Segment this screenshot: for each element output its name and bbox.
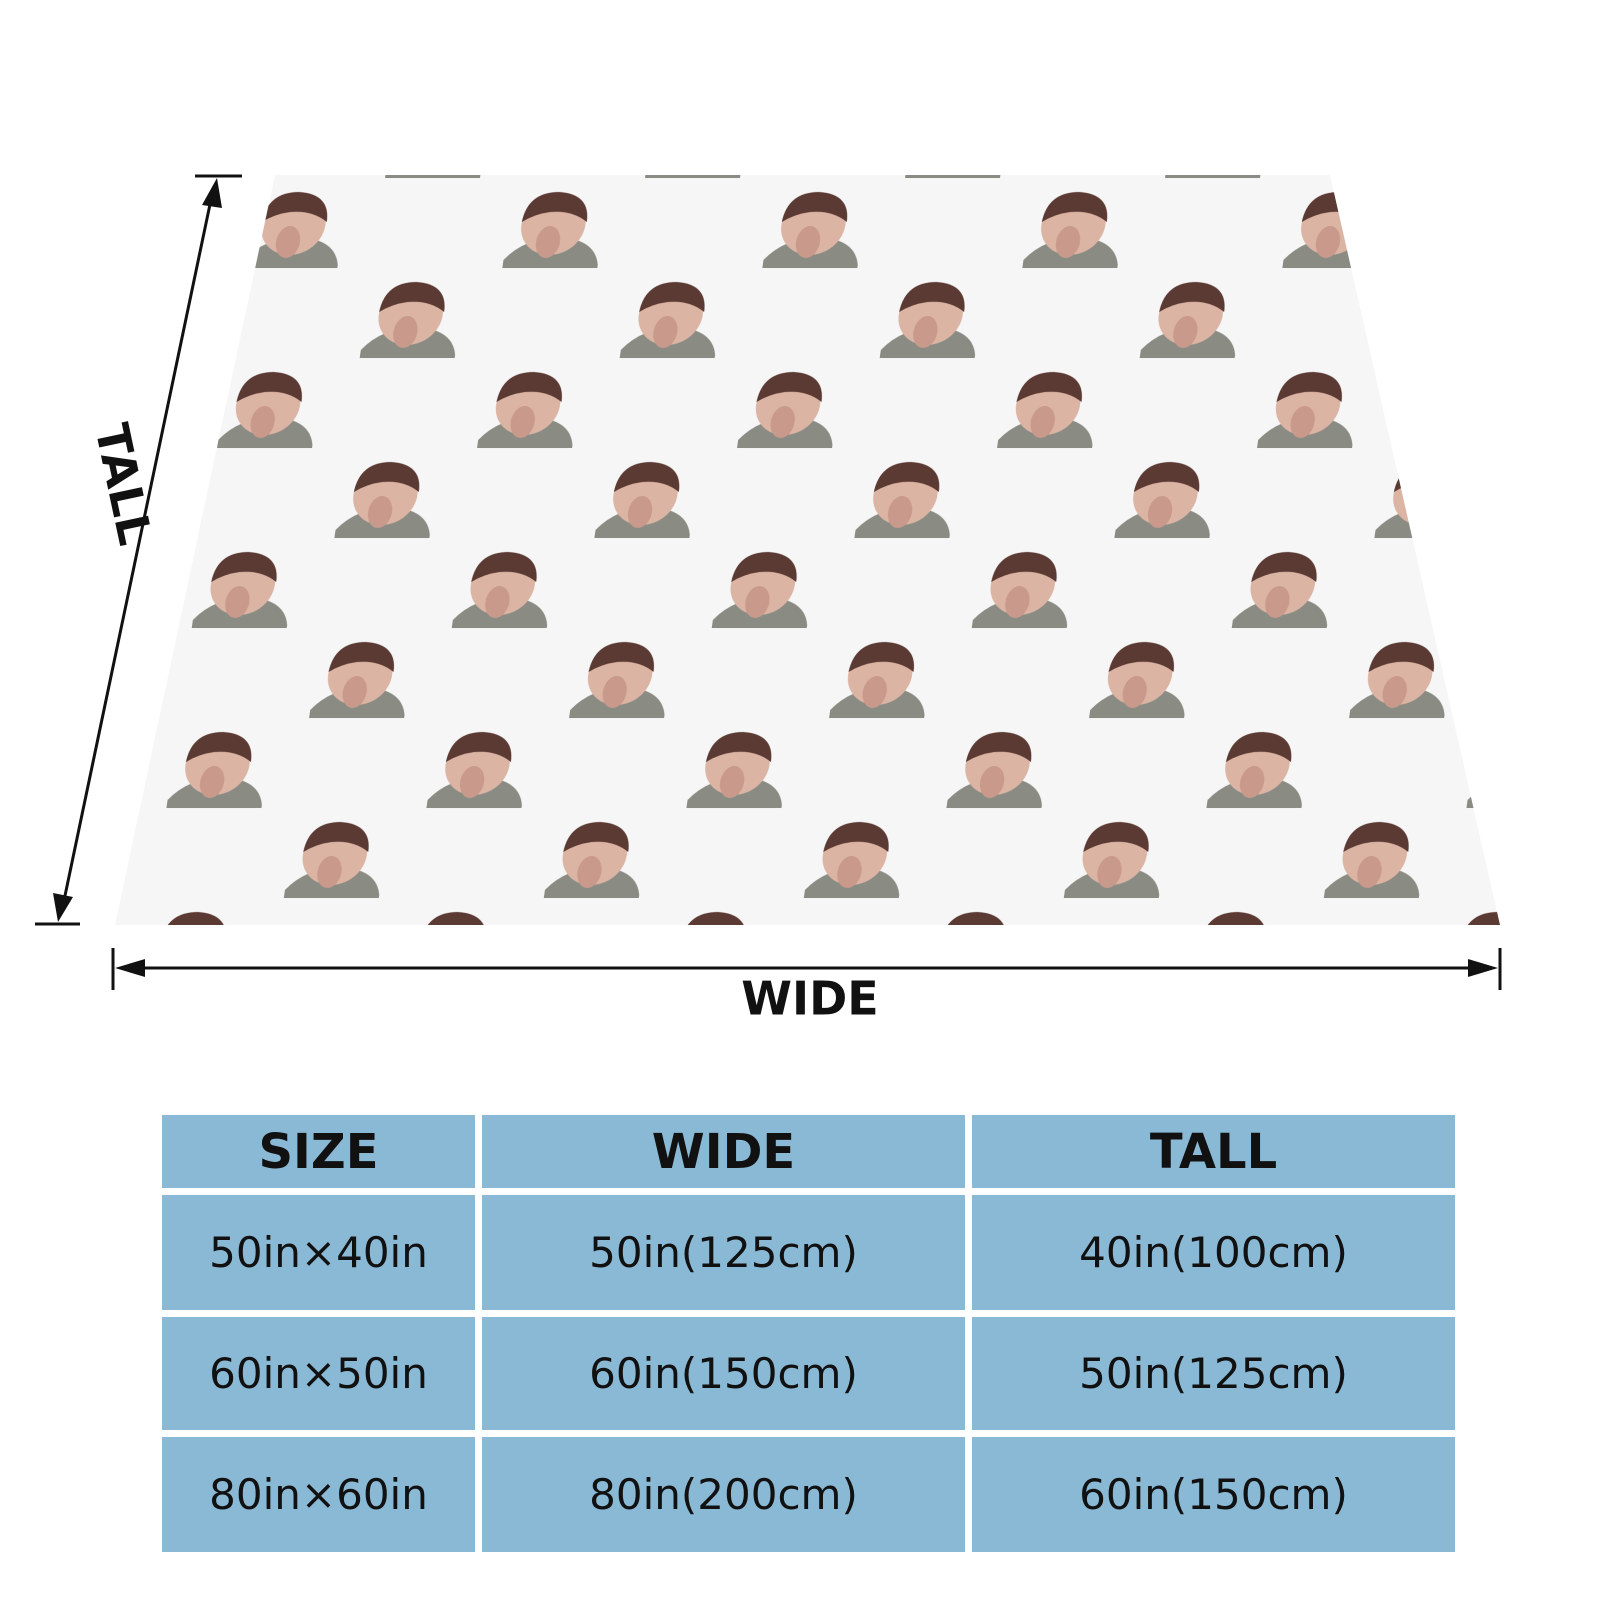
table-cell: 80in(200cm): [482, 1437, 965, 1552]
table-cell: 50in(125cm): [482, 1195, 965, 1310]
wide-arrow: [111, 948, 1502, 990]
tall-label: TALL: [84, 419, 162, 550]
table-cell: 80in×60in: [162, 1437, 475, 1552]
size-table: SIZE WIDE TALL 50in×40in 50in(125cm) 40in(100…: [162, 1115, 1455, 1552]
tall-arrow: [35, 174, 242, 926]
table-cell: 50in×40in: [162, 1195, 475, 1310]
blanket-illustration: TALL WIDE: [35, 174, 1502, 1026]
table-cell: 40in(100cm): [972, 1195, 1455, 1310]
table-cell: 60in(150cm): [972, 1437, 1455, 1552]
wide-label: WIDE: [741, 972, 878, 1026]
header-cell: TALL: [972, 1115, 1455, 1188]
header-cell: SIZE: [162, 1115, 475, 1188]
table-cell: 60in(150cm): [482, 1317, 965, 1430]
table-cell: 60in×50in: [162, 1317, 475, 1430]
table-cell: 50in(125cm): [972, 1317, 1455, 1430]
header-cell: WIDE: [482, 1115, 965, 1188]
blanket-print: [115, 175, 1500, 925]
